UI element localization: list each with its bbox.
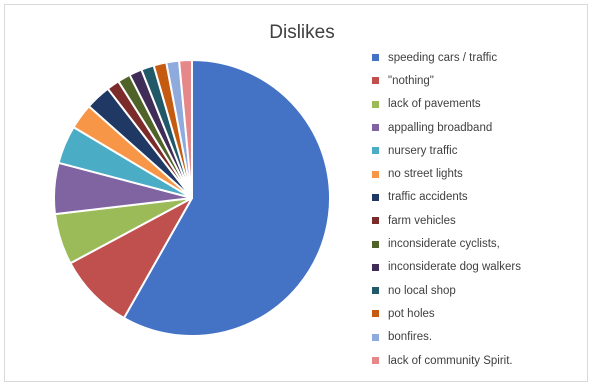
legend: speeding cars / traffic "nothing" lack of … [372,46,582,372]
legend-label: no street lights [388,168,463,181]
legend-label: appalling broadband [388,121,493,134]
legend-item: farm vehicles [372,209,582,232]
legend-swatch [372,100,379,108]
legend-swatch [372,333,379,341]
legend-swatch [372,193,379,201]
legend-label: bonfires. [388,331,433,344]
legend-item: lack of pavements [372,93,582,116]
legend-item: lack of community Spirit. [372,349,582,372]
legend-item: bonfires. [372,326,582,349]
legend-item: pot holes [372,302,582,325]
legend-label: no local shop [388,284,456,297]
legend-label: nursery traffic [388,144,458,157]
legend-swatch [372,147,379,155]
legend-swatch [372,357,379,364]
legend-item: appalling broadband [372,116,582,139]
legend-swatch [372,263,379,271]
legend-swatch [372,54,379,62]
legend-item: traffic accidents [372,186,582,209]
legend-label: inconsiderate dog walkers [388,261,521,274]
legend-label: lack of community Spirit. [388,354,513,367]
legend-item: "nothing" [372,69,582,92]
legend-swatch [372,217,379,225]
legend-label: inconsiderate cyclists, [388,238,500,251]
legend-label: speeding cars / traffic [388,51,498,64]
legend-item: inconsiderate cyclists, [372,232,582,255]
legend-item: speeding cars / traffic [372,46,582,69]
legend-label: lack of pavements [388,98,481,111]
pie-slice [178,59,193,199]
legend-swatch [372,287,379,295]
pie-slice [122,59,331,337]
legend-swatch [372,77,379,85]
legend-label: farm vehicles [388,214,456,227]
legend-swatch [372,310,379,318]
legend-item: inconsiderate dog walkers [372,256,582,279]
legend-item: nursery traffic [372,139,582,162]
legend-item: no local shop [372,279,582,302]
legend-swatch [372,124,379,132]
legend-swatch [372,170,379,178]
legend-label: traffic accidents [388,191,468,204]
legend-label: "nothing" [388,74,434,87]
legend-label: pot holes [388,307,435,320]
legend-swatch [372,240,379,248]
chart-title: Dislikes [269,22,335,43]
legend-item: no street lights [372,162,582,185]
